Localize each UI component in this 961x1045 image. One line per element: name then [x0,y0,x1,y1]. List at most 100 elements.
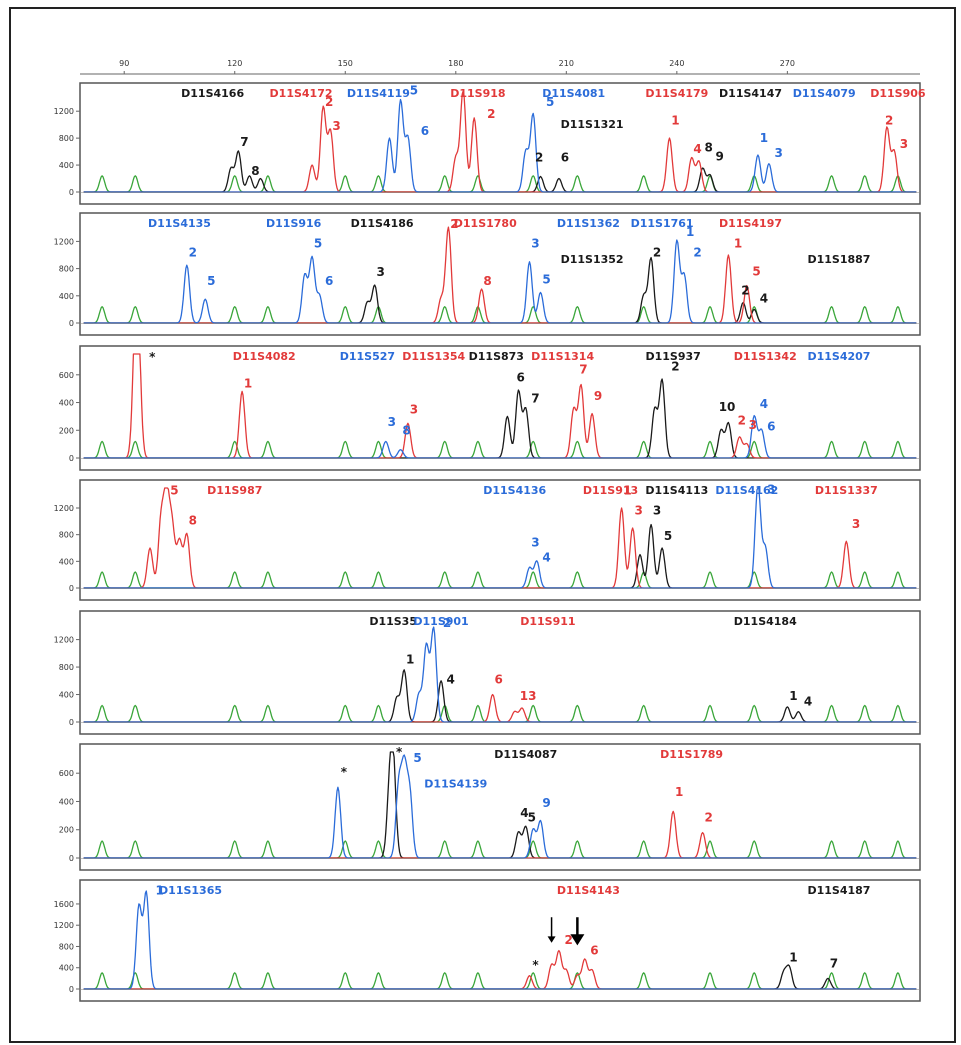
marker-label: D11S1321 [561,118,624,131]
allele-label: 2 [653,245,661,259]
allele-label: 7 [531,392,539,406]
marker-label: D11S913 [583,484,638,497]
allele-label: 8 [189,514,197,528]
marker-label: D11S4207 [807,350,870,363]
marker-label: D11S873 [469,350,524,363]
y-tick-label: 0 [69,854,74,863]
allele-label: 1 [156,883,164,897]
allele-label: 2 [885,114,893,128]
marker-label: D11S1342 [734,350,797,363]
marker-label: D11S527 [340,350,395,363]
y-tick-label: 800 [59,942,74,951]
allele-label: 6 [325,274,333,288]
panel-4-trace-green [83,571,917,589]
allele-label: 3 [774,146,782,160]
y-tick-label: 400 [59,797,74,806]
y-tick-label: 0 [69,584,74,593]
allele-label: 9 [594,389,602,403]
marker-label: D11S4087 [494,748,557,761]
allele-label: 4 [804,695,812,709]
panel-7-trace-black [83,964,917,990]
allele-label: 2 [487,107,495,121]
marker-label: D11S906 [870,87,926,100]
allele-label: 8 [251,164,259,178]
marker-label: D11S901 [413,615,468,628]
allele-label: 3 [749,418,757,432]
allele-label: 3 [388,415,396,429]
allele-label: * [149,350,156,364]
panel-3-trace-green [83,440,917,459]
allele-label: 3 [410,403,418,417]
allele-label: 3 [377,265,385,279]
panel-3-trace-red [83,353,917,459]
allele-label: 5 [664,529,672,543]
panel-3-trace-black [83,378,917,459]
marker-label: D11S4197 [719,217,782,230]
marker-label: D11S1789 [660,748,723,761]
allele-label: 4 [520,806,528,820]
y-tick-label: 0 [69,188,74,197]
y-tick-label: 400 [59,292,74,301]
marker-label: D11S918 [450,87,505,100]
panel-4-trace-red [83,487,917,589]
allele-label: 6 [517,371,525,385]
y-tick-label: 400 [59,161,74,170]
allele-label: 1 [789,689,797,703]
allele-label: 8 [704,141,712,155]
allele-label: 7 [579,362,587,376]
allele-label: 2 [741,283,749,297]
marker-label: D11S1365 [159,884,222,897]
panel-1-trace-green [83,175,917,193]
y-tick-label: 200 [59,826,74,835]
x-tick-label: 240 [669,59,684,68]
marker-label: D11S4179 [645,87,708,100]
panel-5-frame [79,610,921,735]
y-tick-label: 1200 [54,921,74,930]
panel-1-trace-black [83,150,917,193]
allele-label: 3 [767,482,775,496]
y-tick-label: 400 [59,557,74,566]
y-tick-label: 800 [59,265,74,274]
allele-label: 1 [760,131,768,145]
panel-4-trace-blue [83,487,917,589]
panel-2-frame [79,212,921,336]
allele-label: * [396,745,403,759]
allele-label: 6 [590,943,598,957]
marker-label: D11S987 [207,484,262,497]
marker-label: D11S4166 [181,87,244,100]
y-tick-label: 0 [69,718,74,727]
allele-label: 2 [693,245,701,259]
allele-label: 6 [494,673,502,687]
panel-4-trace-black [83,523,917,589]
y-tick-label: 600 [59,769,74,778]
panel-6-trace-black [83,751,917,859]
allele-label: 4 [447,673,455,687]
arrow-head [547,936,556,943]
marker-label: D11S911 [520,615,575,628]
marker-label: D11S4079 [793,87,856,100]
allele-label: 7 [240,135,248,149]
allele-label: 13 [520,689,537,703]
allele-label: 1 [623,484,631,498]
marker-label: D11S937 [645,350,700,363]
marker-label: D11S4162 [715,484,778,497]
marker-label: D11S4186 [351,217,414,230]
allele-label: * [341,765,348,779]
panel-5-trace-green [83,704,917,723]
marker-label: D11S4147 [719,87,782,100]
allele-label: 5 [314,237,322,251]
y-tick-label: 1200 [54,237,74,246]
panel-2-trace-blue [83,239,917,324]
y-tick-label: 0 [69,985,74,994]
marker-label: D11S35 [369,615,417,628]
marker-label: D11S4143 [557,884,620,897]
y-tick-label: 400 [59,964,74,973]
allele-label: 2 [671,360,679,374]
marker-label: D11S4184 [734,615,797,628]
allele-label: 6 [421,124,429,138]
marker-label: D11S1887 [807,253,870,266]
allele-label: 1 [671,114,679,128]
allele-label: 6 [767,419,775,433]
panel-3-trace-blue [83,414,917,459]
